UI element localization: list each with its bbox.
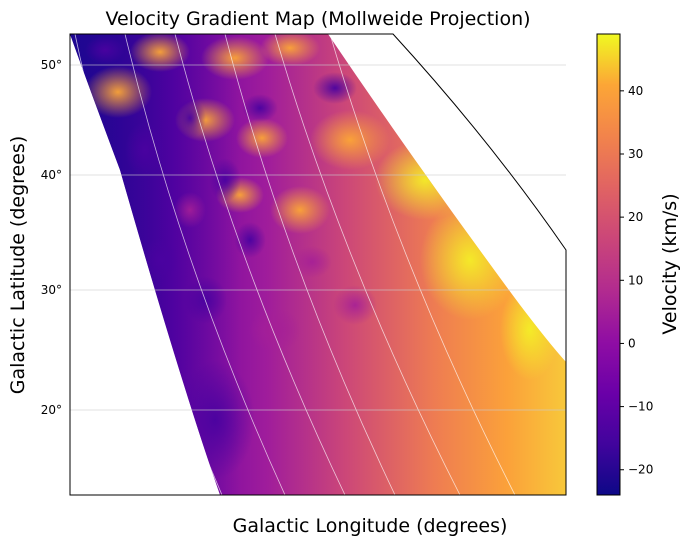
colorbar-tick-label: 20 xyxy=(628,210,643,224)
velocity-blob xyxy=(249,308,301,352)
velocity-blob xyxy=(236,118,288,158)
velocity-blob xyxy=(175,360,255,480)
longitude-gridline xyxy=(274,34,461,495)
velocity-blob xyxy=(375,140,475,220)
velocity-blob xyxy=(333,285,377,325)
velocity-blob xyxy=(142,238,178,282)
longitude-gridline xyxy=(224,34,396,495)
colorbar-tick-label: 0 xyxy=(628,336,636,350)
velocity-blob xyxy=(84,66,152,118)
longitude-gridline xyxy=(174,34,346,495)
velocity-blob xyxy=(420,200,520,320)
longitude-gridline xyxy=(329,34,516,495)
colorbar-tick-label: 30 xyxy=(628,147,643,161)
velocity-blob xyxy=(85,36,125,64)
x-axis-label: Galactic Longitude (degrees) xyxy=(233,515,508,537)
velocity-blob xyxy=(310,110,390,170)
velocity-blob xyxy=(174,98,206,138)
velocity-blob xyxy=(292,246,332,278)
colorbar-tick-label: −10 xyxy=(628,400,653,414)
velocity-blob xyxy=(270,186,330,234)
longitude-gridline xyxy=(124,34,286,495)
colorbar xyxy=(596,33,621,496)
y-tick-label: 40° xyxy=(41,168,62,182)
velocity-blob xyxy=(201,36,269,80)
y-tick-label: 30° xyxy=(41,283,62,297)
colorbar-tick-label: 40 xyxy=(628,84,643,98)
velocity-blob xyxy=(500,280,560,380)
velocity-blob xyxy=(125,122,165,178)
y-tick-label: 20° xyxy=(41,403,62,417)
velocity-blob xyxy=(313,72,357,104)
y-tick-label: 50° xyxy=(41,58,62,72)
colorbar-tick-label: −20 xyxy=(628,463,653,477)
velocity-blob xyxy=(260,34,320,66)
velocity-blob xyxy=(130,34,190,72)
chart-title: Velocity Gradient Map (Mollweide Project… xyxy=(105,8,530,30)
colorbar-tick-label: 10 xyxy=(628,273,643,287)
map-boundary xyxy=(69,33,567,496)
latitude-gridlines xyxy=(70,64,566,411)
velocity-blob xyxy=(209,158,241,202)
heatmap-field xyxy=(70,34,566,495)
colorbar-label: Velocity (km/s) xyxy=(659,193,681,334)
velocity-blob xyxy=(174,192,206,228)
y-axis-label: Galactic Latitude (degrees) xyxy=(7,136,29,395)
velocity-blob xyxy=(242,94,278,122)
